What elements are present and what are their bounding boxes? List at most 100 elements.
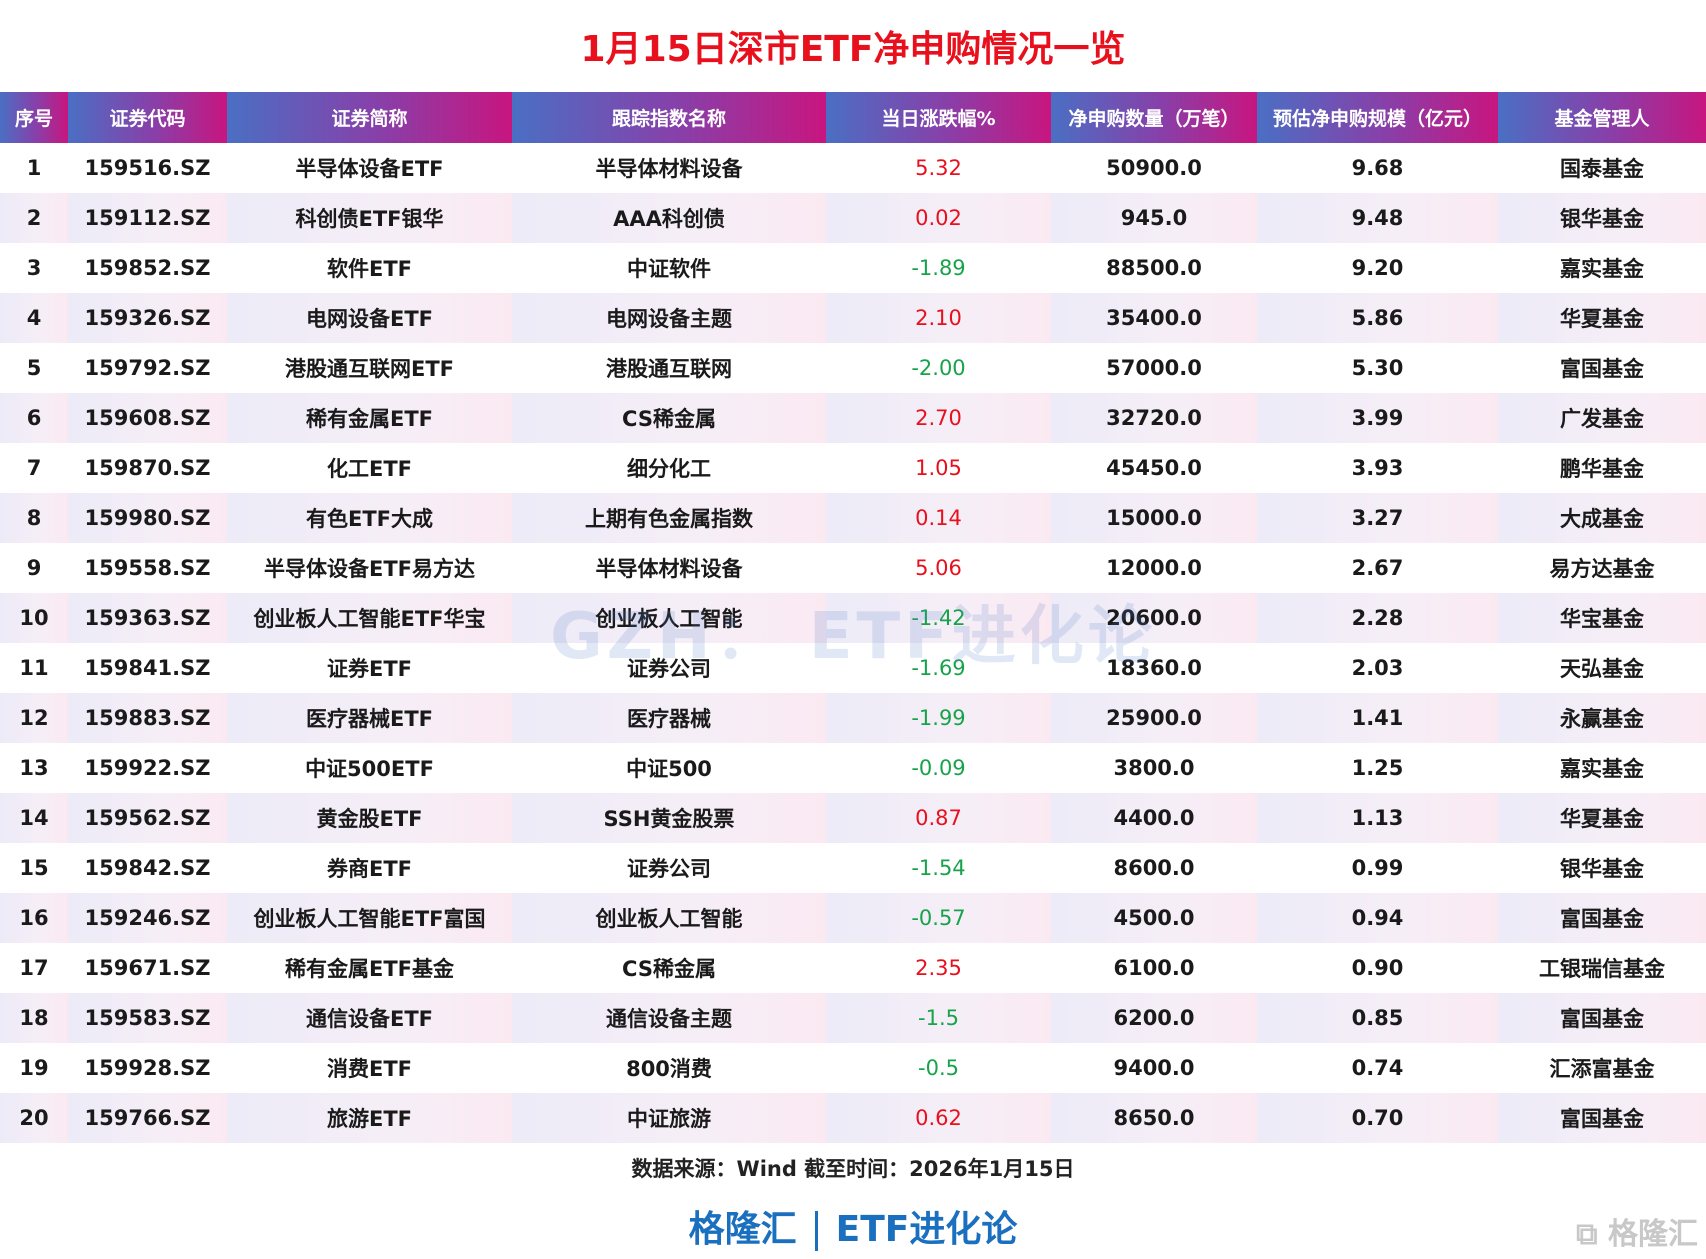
cell-change-pct: 2.10 (826, 293, 1051, 343)
cell-change-pct: -0.57 (826, 893, 1051, 943)
cell-net-subscription-value: 2.67 (1351, 556, 1404, 580)
cell-code: 159928.SZ (84, 1056, 211, 1080)
cell-fund-manager: 华宝基金 (1498, 593, 1706, 643)
column-header-code: 证券代码 (68, 92, 227, 143)
cell-tracked-index: 细分化工 (627, 457, 711, 481)
cell-index: 6 (0, 393, 68, 443)
cell-net-subscription-units: 88500.0 (1106, 256, 1202, 280)
cell-net-subscription-value: 0.85 (1257, 993, 1498, 1043)
cell-index: 16 (0, 893, 68, 943)
cell-net-subscription-units: 45450.0 (1106, 456, 1202, 480)
cell-tracked-index: 半导体材料设备 (595, 557, 743, 581)
cell-index: 18 (0, 993, 68, 1043)
cell-net-subscription-value: 1.41 (1257, 693, 1498, 743)
cell-name: 半导体设备ETF易方达 (263, 557, 475, 581)
cell-name: 稀有金属ETF (227, 393, 512, 443)
cell-fund-manager: 天弘基金 (1560, 657, 1644, 681)
cell-code: 159246.SZ (68, 893, 227, 943)
cell-change-pct: -1.5 (826, 993, 1051, 1043)
cell-net-subscription-value: 0.94 (1257, 893, 1498, 943)
cell-net-subscription-value: 1.13 (1257, 793, 1498, 843)
cell-name: 半导体设备ETF (295, 157, 444, 181)
cell-tracked-index: CS稀金属 (512, 393, 826, 443)
table-row: 5 159792.SZ 港股通互联网ETF 港股通互联网 -2.00 57000.0 5.3… (0, 343, 1706, 393)
cell-fund-manager: 华夏基金 (1498, 293, 1706, 343)
cell-change-pct: -1.89 (911, 256, 966, 280)
logo-watermark: ⧉ 格隆汇 (1576, 1217, 1698, 1252)
table-row: 3 159852.SZ 软件ETF 中证软件 -1.89 88500.0 9.20 嘉实基金 (0, 243, 1706, 293)
cell-net-subscription-units: 25900.0 (1051, 693, 1257, 743)
cell-net-subscription-value: 1.25 (1351, 756, 1404, 780)
cell-change-pct: 2.70 (826, 393, 1051, 443)
cell-name: 证券ETF (326, 657, 412, 681)
cell-code: 159980.SZ (68, 493, 227, 543)
brand-footer: 格隆汇 ETF进化论 (0, 1200, 1706, 1252)
cell-fund-manager: 华夏基金 (1498, 793, 1706, 843)
table-row: 11 159841.SZ 证券ETF 证券公司 -1.69 18360.0 2.03 天弘基金 (0, 643, 1706, 693)
cell-code: 159842.SZ (84, 856, 211, 880)
cell-index: 17 (19, 956, 49, 980)
cell-code: 159870.SZ (84, 456, 211, 480)
cell-name: 创业板人工智能ETF富国 (227, 893, 512, 943)
cell-net-subscription-units: 8600.0 (1113, 856, 1195, 880)
data-source-note: 数据来源：Wind 截至时间：2026年1月15日 (631, 1157, 1075, 1181)
table-row: 19 159928.SZ 消费ETF 800消费 -0.5 9400.0 0.74 汇添富基金 (0, 1043, 1706, 1093)
cell-tracked-index: 中证软件 (627, 257, 711, 281)
cell-index: 5 (26, 356, 42, 380)
page-title: 1月15日深市ETF净申购情况一览 (580, 29, 1126, 70)
column-header-fund-manager: 基金管理人 (1498, 92, 1706, 143)
table-row: 6 159608.SZ 稀有金属ETF CS稀金属 2.70 32720.0 3.99 广发基… (0, 393, 1706, 443)
cell-fund-manager: 富国基金 (1498, 893, 1706, 943)
cell-net-subscription-units: 3800.0 (1113, 756, 1195, 780)
cell-net-subscription-units: 32720.0 (1051, 393, 1257, 443)
cell-tracked-index: SSH黄金股票 (512, 793, 826, 843)
cell-fund-manager: 银华基金 (1560, 857, 1644, 881)
cell-code: 159558.SZ (84, 556, 211, 580)
cell-net-subscription-value: 3.93 (1351, 456, 1404, 480)
cell-net-subscription-value: 0.74 (1351, 1056, 1404, 1080)
logo-text: 格隆汇 (1608, 1217, 1698, 1252)
table-row: 1 159516.SZ 半导体设备ETF 半导体材料设备 5.32 50900.0 9.68… (0, 143, 1706, 193)
cell-tracked-index: 证券公司 (627, 857, 711, 881)
cell-tracked-index: CS稀金属 (622, 957, 716, 981)
cell-net-subscription-units: 945.0 (1051, 193, 1257, 243)
cell-name: 电网设备ETF (227, 293, 512, 343)
cell-change-pct: 0.02 (826, 193, 1051, 243)
cell-name: 中证500ETF (305, 757, 434, 781)
table-row: 20 159766.SZ 旅游ETF 中证旅游 0.62 8650.0 0.70 富国基金 (0, 1093, 1706, 1143)
cell-code: 159608.SZ (68, 393, 227, 443)
table-row: 2 159112.SZ 科创债ETF银华 AAA科创债 0.02 945.0 9.48 银华基… (0, 193, 1706, 243)
cell-change-pct: 2.35 (915, 956, 962, 980)
cell-fund-manager: 汇添富基金 (1549, 1057, 1655, 1081)
cell-tracked-index: 证券公司 (627, 657, 711, 681)
cell-net-subscription-units: 57000.0 (1106, 356, 1202, 380)
cell-code: 159883.SZ (68, 693, 227, 743)
cell-change-pct: 1.05 (915, 456, 962, 480)
column-header-index: 序号 (0, 92, 68, 143)
cell-change-pct: -2.00 (911, 356, 966, 380)
cell-net-subscription-value: 0.99 (1351, 856, 1404, 880)
cell-tracked-index: 中证500 (626, 757, 712, 781)
cell-code: 159516.SZ (84, 156, 211, 180)
cell-fund-manager: 富国基金 (1498, 993, 1706, 1043)
cell-code: 159671.SZ (84, 956, 211, 980)
cell-fund-manager: 嘉实基金 (1560, 757, 1644, 781)
cell-fund-manager: 富国基金 (1498, 1093, 1706, 1143)
cell-net-subscription-value: 5.86 (1257, 293, 1498, 343)
cell-index: 14 (0, 793, 68, 843)
cell-tracked-index: 创业板人工智能 (512, 593, 826, 643)
cell-net-subscription-units: 8650.0 (1051, 1093, 1257, 1143)
cell-net-subscription-units: 15000.0 (1051, 493, 1257, 543)
cell-change-pct: -1.54 (911, 856, 966, 880)
cell-fund-manager: 嘉实基金 (1560, 257, 1644, 281)
cell-index: 4 (0, 293, 68, 343)
cell-code: 159852.SZ (84, 256, 211, 280)
cell-fund-manager: 富国基金 (1560, 357, 1644, 381)
cell-code: 159562.SZ (68, 793, 227, 843)
cell-name: 黄金股ETF (227, 793, 512, 843)
cell-code: 159583.SZ (68, 993, 227, 1043)
cell-change-pct: 0.62 (826, 1093, 1051, 1143)
cell-net-subscription-value: 9.48 (1257, 193, 1498, 243)
cell-change-pct: -1.99 (826, 693, 1051, 743)
table-row: 14 159562.SZ 黄金股ETF SSH黄金股票 0.87 4400.0 1.13 华夏… (0, 793, 1706, 843)
